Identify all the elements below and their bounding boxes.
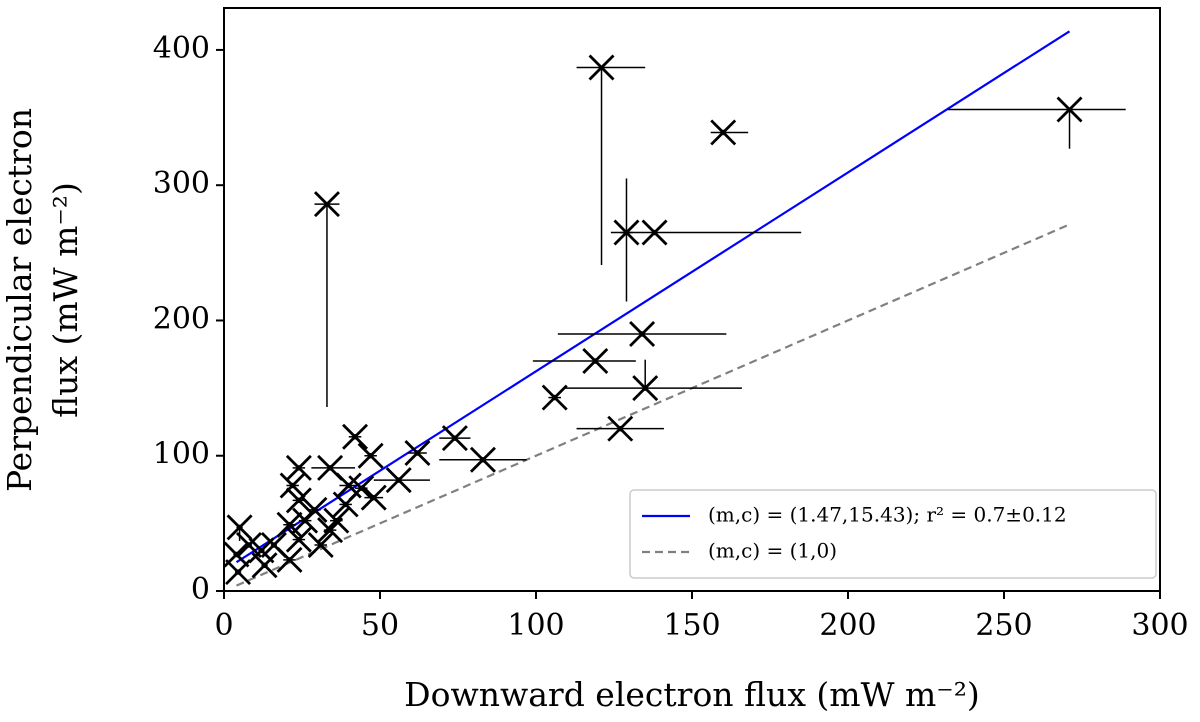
marker <box>588 54 615 81</box>
marker <box>323 507 350 534</box>
x-tick-label: 50 <box>361 608 399 643</box>
marker <box>710 119 737 146</box>
x-axis-label: Downward electron flux (mW m⁻²) <box>404 675 980 714</box>
marker <box>301 496 328 523</box>
marker <box>285 454 312 481</box>
y-tick-label: 300 <box>153 166 210 201</box>
marker <box>441 425 468 452</box>
y-tick-label: 400 <box>153 31 210 66</box>
marker <box>629 321 656 347</box>
marker <box>225 559 252 586</box>
x-tick-label: 250 <box>975 608 1032 643</box>
marker <box>307 532 334 558</box>
marker <box>357 442 384 469</box>
marker <box>1056 96 1083 123</box>
x-tick-label: 0 <box>214 608 233 643</box>
marker <box>632 375 659 402</box>
legend-label: (m,c) = (1,0) <box>708 539 837 563</box>
y-axis-label: flux (mW m⁻²) <box>46 182 85 418</box>
x-tick-label: 100 <box>507 608 564 643</box>
legend-box <box>629 489 1157 579</box>
marker <box>285 487 312 514</box>
marker <box>285 526 312 553</box>
marker <box>541 384 568 411</box>
y-tick-label: 0 <box>191 572 210 607</box>
y-tick-label: 100 <box>153 437 210 472</box>
marker <box>276 511 303 538</box>
marker <box>385 467 412 494</box>
y-axis-label: Perpendicular electron <box>0 108 39 492</box>
marker <box>279 472 306 499</box>
y-tick-label: 200 <box>153 301 210 336</box>
marker <box>360 484 387 511</box>
x-tick-label: 200 <box>819 608 876 643</box>
x-tick-label: 150 <box>663 608 720 643</box>
plot-frame <box>223 7 1161 592</box>
marker <box>276 546 303 573</box>
marker <box>335 472 362 499</box>
marker <box>582 348 609 375</box>
legend-label: (m,c) = (1.47,15.43); r² = 0.7±0.12 <box>708 503 1067 527</box>
line <box>236 223 1070 587</box>
marker <box>469 446 496 473</box>
marker <box>404 440 431 467</box>
marker <box>342 423 369 450</box>
x-tick-label: 300 <box>1131 608 1188 643</box>
marker <box>607 415 634 442</box>
marker <box>251 552 278 579</box>
line <box>235 30 1071 564</box>
marker <box>226 514 253 541</box>
marker <box>313 191 340 218</box>
marker <box>641 219 668 246</box>
